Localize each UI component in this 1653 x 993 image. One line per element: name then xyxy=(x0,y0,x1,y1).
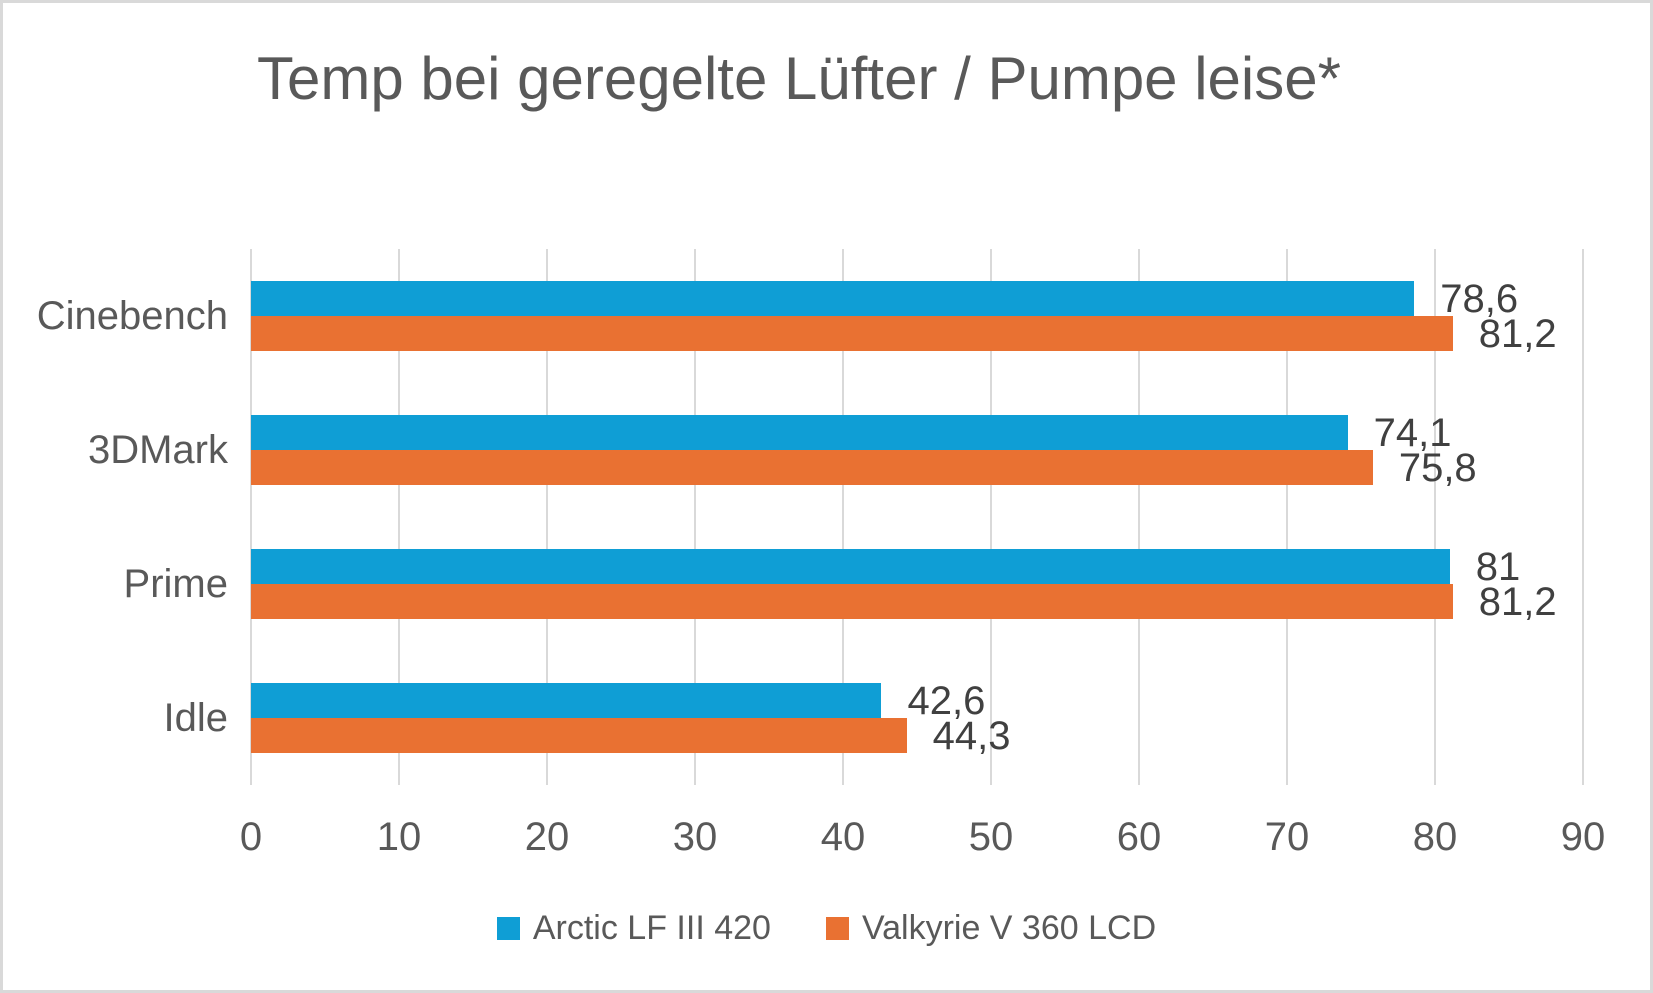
gridline xyxy=(398,249,400,785)
bar-series2 xyxy=(251,718,907,753)
x-tick-label: 50 xyxy=(968,815,1014,859)
gridline xyxy=(990,249,992,785)
gridline xyxy=(1286,249,1288,785)
plot-area xyxy=(250,249,1584,785)
bar-value-label: 81,2 xyxy=(1478,311,1557,356)
category-label: Cinebench xyxy=(36,294,228,338)
category-label: 3DMark xyxy=(87,428,228,472)
legend: Arctic LF III 420 Valkyrie V 360 LCD xyxy=(3,906,1650,950)
gridline xyxy=(1434,249,1436,785)
x-tick-label: 60 xyxy=(1116,815,1162,859)
x-tick-label: 30 xyxy=(672,815,718,859)
bar-series1 xyxy=(251,281,1415,316)
gridline xyxy=(1582,249,1584,785)
bar-value-label: 81,2 xyxy=(1478,579,1557,624)
gridline xyxy=(546,249,548,785)
bar-series1 xyxy=(251,683,882,718)
x-tick-label: 20 xyxy=(524,815,570,859)
legend-swatch-icon xyxy=(496,916,520,940)
bar-value-label: 44,3 xyxy=(932,713,1011,758)
legend-swatch-icon xyxy=(825,916,849,940)
bar-value-label: 75,8 xyxy=(1398,445,1477,490)
bar-series1 xyxy=(251,549,1450,584)
legend-label: Arctic LF III 420 xyxy=(532,909,771,947)
x-tick-label: 10 xyxy=(376,815,422,859)
x-tick-label: 90 xyxy=(1560,815,1606,859)
bar-series2 xyxy=(251,584,1453,619)
gridline xyxy=(842,249,844,785)
bar-value-label: 81 xyxy=(1475,544,1521,589)
bar-series1 xyxy=(251,415,1348,450)
bar-value-label: 74,1 xyxy=(1373,410,1452,455)
x-tick-label: 0 xyxy=(239,815,263,859)
legend-label: Valkyrie V 360 LCD xyxy=(861,909,1157,947)
chart-title: Temp bei geregelte Lüfter / Pumpe leise* xyxy=(257,45,1341,112)
bar-value-label: 78,6 xyxy=(1440,276,1519,321)
legend-item: Arctic LF III 420 xyxy=(496,906,771,950)
bar-series2 xyxy=(251,450,1373,485)
x-tick-label: 80 xyxy=(1412,815,1458,859)
x-tick-label: 70 xyxy=(1264,815,1310,859)
gridline xyxy=(1138,249,1140,785)
bar-value-label: 42,6 xyxy=(907,678,986,723)
bar-series2 xyxy=(251,316,1453,351)
category-label: Prime xyxy=(123,562,228,606)
category-label: Idle xyxy=(163,696,229,740)
legend-item: Valkyrie V 360 LCD xyxy=(825,906,1157,950)
x-tick-label: 40 xyxy=(820,815,866,859)
gridline xyxy=(250,249,252,785)
gridline xyxy=(694,249,696,785)
